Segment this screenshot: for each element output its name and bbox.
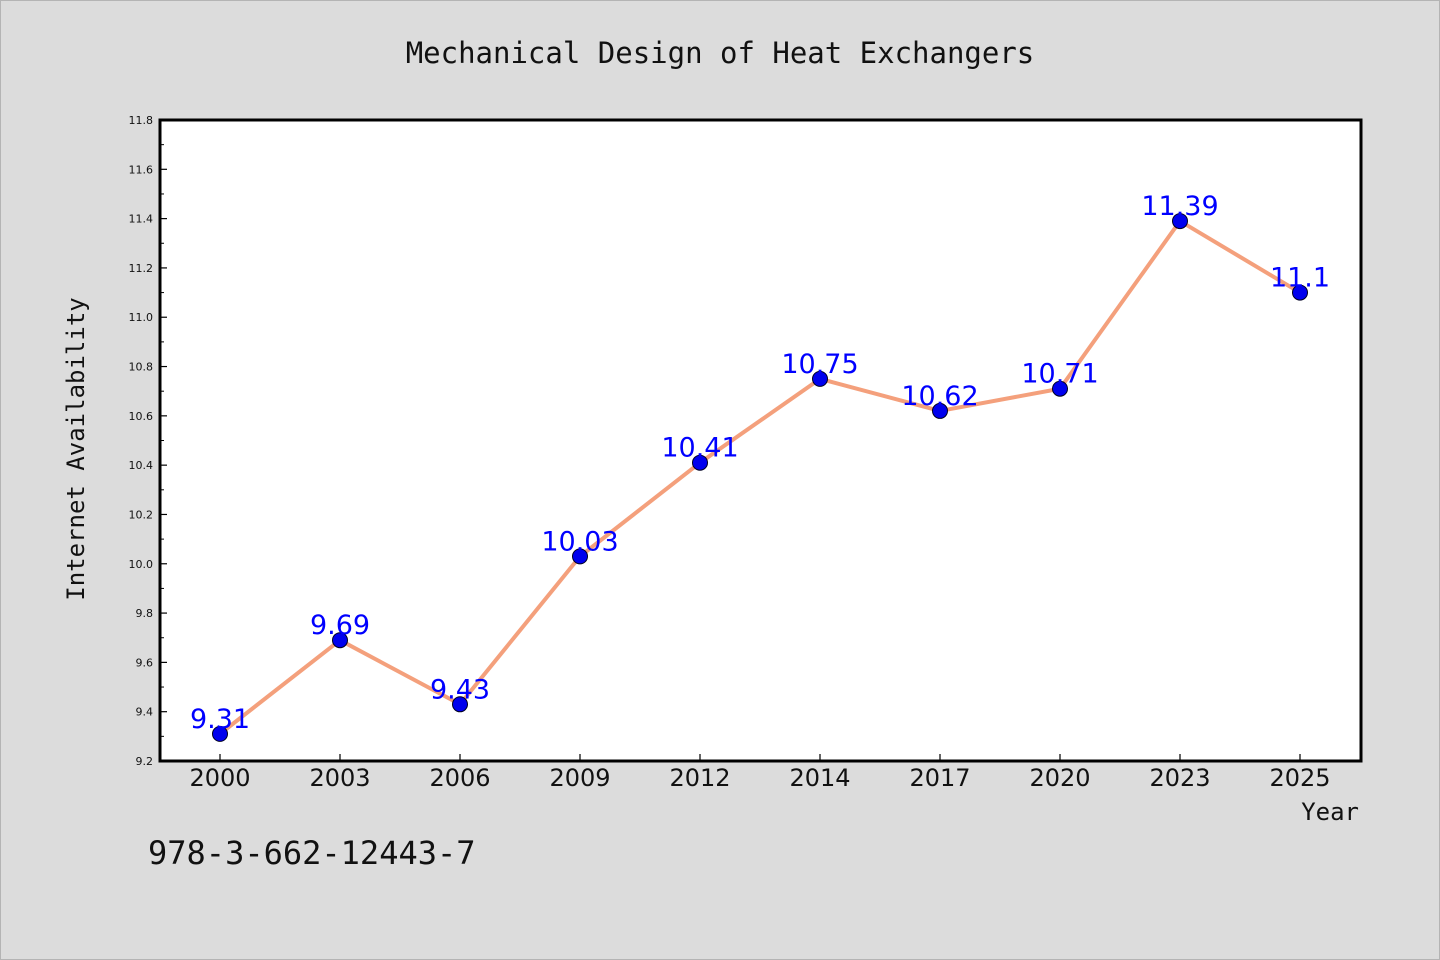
x-tick-label: 2000 xyxy=(189,764,250,792)
y-tick-label: 9.8 xyxy=(136,607,154,620)
series-layer xyxy=(212,213,1308,742)
y-tick-label: 11.2 xyxy=(129,262,154,275)
x-tick-label: 2012 xyxy=(669,764,730,792)
x-tick-label: 2023 xyxy=(1149,764,1210,792)
data-point xyxy=(812,370,828,387)
x-tick-label: 2025 xyxy=(1269,764,1330,792)
y-tick-label: 9.4 xyxy=(136,706,154,719)
y-tick-label: 11.8 xyxy=(129,114,154,127)
y-tick-label: 10.0 xyxy=(129,558,154,571)
y-tick-label: 11.6 xyxy=(129,163,154,176)
x-tick-label: 2009 xyxy=(549,764,610,792)
x-tick-label: 2014 xyxy=(789,764,850,792)
y-tick-label: 10.2 xyxy=(129,508,154,521)
isbn-text: 978-3-662-12443-7 xyxy=(148,834,476,872)
data-point xyxy=(1292,284,1308,301)
data-label: 10.03 xyxy=(541,526,618,557)
y-axis-label: Internet Availability xyxy=(62,297,90,600)
data-labels: 9.31 9.69 9.43 10.03 10.41 10.75 10.62 10.71 11.… xyxy=(190,191,1330,735)
data-point xyxy=(572,548,588,565)
series-line xyxy=(218,219,1302,736)
y-tick-label: 11.4 xyxy=(129,213,154,226)
data-point xyxy=(1052,380,1068,397)
y-tick-label: 10.4 xyxy=(129,459,154,472)
x-tick-label: 2020 xyxy=(1029,764,1090,792)
y-axis: 9.2 9.4 9.6 9.8 10.0 10.2 10.4 10.6 10.8 11.0 11.2… xyxy=(129,114,167,768)
data-point xyxy=(932,402,948,419)
x-tick-label: 2006 xyxy=(429,764,490,792)
data-point xyxy=(452,696,468,713)
data-label: 10.71 xyxy=(1021,359,1098,390)
x-tick-label: 2017 xyxy=(909,764,970,792)
data-label: 9.31 xyxy=(190,704,250,735)
data-point xyxy=(692,454,708,471)
x-tick-label: 2003 xyxy=(309,764,370,792)
data-label: 10.62 xyxy=(901,381,978,412)
data-label: 9.69 xyxy=(310,610,370,641)
data-point xyxy=(212,725,228,742)
x-axis: 2000 2003 2006 2009 2012 2014 2017 2020 2023 2025 xyxy=(189,754,1331,792)
plot-area xyxy=(158,118,1363,763)
data-point xyxy=(1172,213,1188,230)
data-label: 10.41 xyxy=(661,433,738,464)
data-label: 9.43 xyxy=(430,674,490,705)
chart-title: Mechanical Design of Heat Exchangers xyxy=(406,36,1035,70)
y-tick-label: 9.2 xyxy=(136,755,154,768)
y-tick-label: 11.0 xyxy=(129,311,154,324)
y-tick-label: 10.6 xyxy=(129,410,154,423)
data-label: 11.1 xyxy=(1270,263,1330,294)
data-point xyxy=(332,632,348,649)
y-tick-label: 10.8 xyxy=(129,361,154,374)
y-tick-label: 9.6 xyxy=(136,656,154,669)
data-label: 10.75 xyxy=(781,349,858,380)
data-label: 11.39 xyxy=(1141,191,1218,222)
x-axis-label: Year xyxy=(1301,798,1359,826)
